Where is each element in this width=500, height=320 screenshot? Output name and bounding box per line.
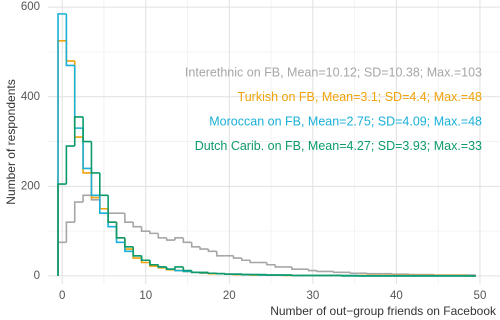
step-bin: [65, 221, 75, 243]
step-bin: [82, 194, 92, 203]
step-bin: [82, 116, 92, 143]
step-bin: [149, 231, 159, 235]
step-bin: [190, 242, 201, 248]
legend-label: Interethnic on FB, Mean=10.12; SD=10.38;…: [185, 65, 482, 79]
step-bin: [57, 183, 67, 276]
step-bin: [249, 260, 259, 264]
y-tick-label: 0: [34, 270, 40, 282]
y-axis-label: Number of respondents: [4, 79, 18, 204]
step-bin: [199, 246, 209, 250]
step-bin: [157, 264, 167, 268]
step-bin: [266, 262, 276, 266]
step-bin: [82, 128, 92, 170]
step-bin: [149, 260, 159, 266]
x-tick-label: 50: [474, 290, 487, 302]
step-bin: [207, 272, 217, 275]
legend-label: Turkish on FB, Mean=3.1; SD=4.4; Max.=48: [238, 90, 483, 104]
step-bin: [140, 255, 150, 262]
y-tick-label: 400: [21, 91, 40, 103]
step-bin: [115, 222, 125, 239]
x-tick-label: 30: [306, 290, 319, 302]
legend-label: Dutch Carib. on FB, Mean=4.27; SD=3.93; …: [195, 139, 482, 153]
step-bin: [99, 195, 109, 215]
step-bin: [73, 201, 84, 223]
step-bin: [274, 264, 284, 268]
step-bin: [107, 208, 117, 215]
x-tick-label: 10: [139, 290, 152, 302]
step-bin: [241, 258, 251, 262]
step-bin: [182, 237, 192, 244]
step-bin: [65, 13, 75, 67]
step-bin: [115, 222, 125, 239]
step-bin: [165, 237, 175, 241]
y-tick-label: 200: [21, 180, 40, 192]
step-bin: [174, 237, 184, 241]
step-bin: [215, 251, 226, 257]
step-bin: [82, 137, 92, 174]
step-bin: [332, 271, 343, 274]
step-bin: [132, 246, 142, 257]
step-bin: [107, 208, 117, 223]
x-tick-label: 40: [390, 290, 403, 302]
x-tick-label: 20: [223, 290, 236, 302]
step-bin: [124, 237, 134, 248]
step-bin: [232, 255, 242, 259]
step-bin: [115, 226, 125, 244]
x-axis-label: Number of out−group friends on Facebook: [270, 304, 497, 318]
legend-label: Moroccan on FB, Mean=2.75; SD=4.09; Max.…: [209, 114, 482, 128]
step-bin: [157, 233, 167, 239]
step-bin: [140, 226, 150, 232]
step-bin: [165, 266, 175, 271]
step-bin: [182, 266, 192, 272]
step-bin: [73, 60, 84, 138]
step-bin: [174, 269, 184, 272]
step-bin: [99, 172, 109, 197]
step-bin: [349, 272, 359, 275]
step-bin: [73, 116, 84, 147]
step-bin: [207, 249, 217, 253]
step-bin: [90, 172, 100, 199]
step-bin: [124, 213, 134, 223]
step-bin: [307, 269, 318, 272]
y-tick-label: 600: [21, 1, 40, 13]
step-bin: [174, 266, 184, 270]
step-bin: [90, 141, 100, 174]
step-bin: [291, 266, 301, 271]
step-bin: [190, 270, 201, 274]
step-bin: [90, 168, 100, 197]
step-bin: [65, 145, 75, 185]
step-bin: [107, 195, 117, 223]
step-bin: [65, 40, 75, 62]
step-bin: [316, 270, 326, 273]
step-bin: [132, 249, 142, 259]
step-bin: [107, 213, 117, 228]
x-tick-label: 0: [59, 290, 65, 302]
step-bin: [132, 222, 142, 228]
